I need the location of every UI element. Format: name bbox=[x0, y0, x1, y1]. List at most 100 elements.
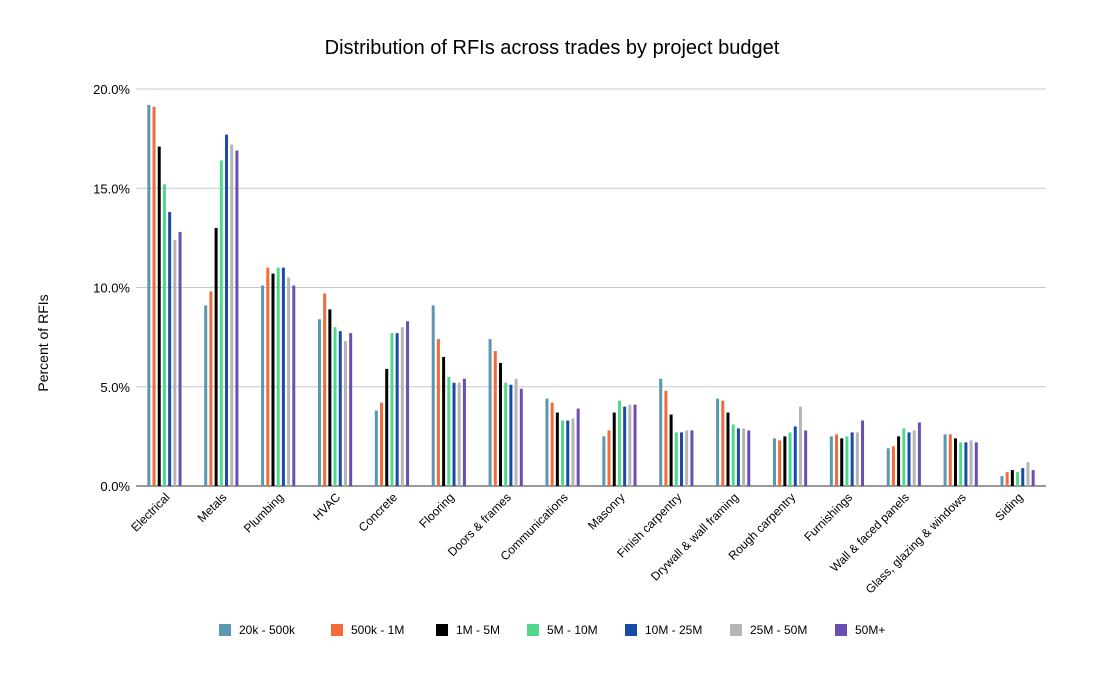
y-axis-ticks: 0.0% 5.0% 10.0% 15.0% 20.0% bbox=[93, 82, 130, 494]
bar bbox=[1021, 468, 1025, 486]
bar bbox=[680, 432, 684, 486]
y-tick-label: 10.0% bbox=[93, 281, 130, 296]
bar bbox=[287, 277, 291, 486]
bar bbox=[788, 432, 792, 486]
bar bbox=[861, 420, 865, 486]
bar bbox=[566, 420, 570, 486]
chart-title: Distribution of RFIs across trades by pr… bbox=[325, 37, 780, 59]
bar bbox=[266, 267, 270, 486]
legend-swatch bbox=[219, 624, 231, 636]
bar bbox=[1016, 472, 1020, 486]
bar bbox=[447, 376, 451, 486]
x-axis-labels: Electrical Metals Plumbing HVAC Concrete Floo… bbox=[128, 490, 1025, 596]
bar bbox=[555, 412, 559, 486]
bar bbox=[261, 285, 265, 486]
bar bbox=[281, 267, 285, 486]
y-tick-label: 0.0% bbox=[100, 479, 130, 494]
bar bbox=[1010, 470, 1014, 486]
bar bbox=[204, 305, 208, 486]
legend-label: 10M - 25M bbox=[645, 623, 702, 637]
bar bbox=[519, 388, 523, 486]
y-axis-label: Percent of RFIs bbox=[35, 294, 51, 391]
bar bbox=[1000, 476, 1004, 486]
bar bbox=[374, 410, 378, 486]
bar bbox=[685, 430, 689, 486]
bar bbox=[886, 448, 890, 486]
bar bbox=[659, 378, 663, 486]
bar bbox=[385, 368, 389, 486]
bar bbox=[690, 430, 694, 486]
bar bbox=[623, 406, 627, 486]
bar bbox=[488, 339, 492, 486]
bar bbox=[157, 146, 161, 486]
bar bbox=[793, 426, 797, 486]
y-tick-label: 20.0% bbox=[93, 82, 130, 97]
bar bbox=[178, 231, 182, 486]
bar bbox=[855, 432, 859, 486]
bar bbox=[974, 442, 978, 486]
legend-swatch bbox=[527, 624, 539, 636]
bar bbox=[840, 438, 844, 486]
bar bbox=[633, 404, 637, 486]
bar bbox=[545, 398, 549, 486]
bar bbox=[726, 412, 730, 486]
x-tick-label: Siding bbox=[992, 490, 1025, 523]
bar bbox=[602, 436, 606, 487]
y-tick-label: 5.0% bbox=[100, 380, 130, 395]
bar bbox=[162, 184, 166, 486]
bar bbox=[1031, 470, 1035, 486]
legend: 20k - 500k 500k - 1M 1M - 5M 5M - 10M 10M - … bbox=[219, 623, 885, 637]
bar bbox=[912, 430, 916, 486]
bar bbox=[462, 378, 466, 486]
x-tick-label: Plumbing bbox=[241, 490, 286, 535]
bar bbox=[431, 305, 435, 486]
x-tick-label: Concrete bbox=[356, 490, 401, 535]
bar bbox=[778, 440, 782, 486]
legend-swatch bbox=[625, 624, 637, 636]
bar bbox=[943, 434, 947, 486]
bar bbox=[406, 321, 410, 486]
x-tick-label: Glass, glazing & windows bbox=[863, 490, 969, 596]
legend-label: 1M - 5M bbox=[456, 623, 500, 637]
x-tick-label: Masonry bbox=[585, 490, 627, 532]
bar bbox=[571, 418, 575, 486]
bar bbox=[742, 428, 746, 486]
bar bbox=[902, 428, 906, 486]
legend-label: 500k - 1M bbox=[351, 623, 404, 637]
bar bbox=[969, 440, 973, 486]
legend-swatch bbox=[730, 624, 742, 636]
bar bbox=[772, 438, 776, 486]
bar bbox=[504, 382, 508, 486]
x-tick-label: Furnishings bbox=[801, 490, 855, 544]
bar bbox=[829, 436, 833, 487]
legend-label: 50M+ bbox=[855, 623, 885, 637]
bar bbox=[328, 309, 332, 486]
bar bbox=[400, 327, 404, 486]
legend-swatch bbox=[835, 624, 847, 636]
bar bbox=[395, 333, 399, 486]
bar bbox=[716, 398, 720, 486]
bar bbox=[561, 420, 565, 486]
x-tick-label: Metals bbox=[195, 490, 230, 525]
bar bbox=[612, 412, 616, 486]
legend-label: 5M - 10M bbox=[547, 623, 598, 637]
legend-swatch bbox=[331, 624, 343, 636]
bar bbox=[323, 293, 327, 486]
bar bbox=[948, 434, 952, 486]
bar bbox=[493, 351, 497, 486]
bar bbox=[1026, 462, 1030, 486]
bar bbox=[959, 442, 963, 486]
bar bbox=[147, 104, 151, 486]
bar bbox=[173, 239, 177, 486]
bar bbox=[617, 400, 621, 486]
bar bbox=[897, 436, 901, 487]
bar bbox=[225, 134, 229, 486]
bar bbox=[607, 430, 611, 486]
bar bbox=[747, 430, 751, 486]
bar bbox=[276, 267, 280, 486]
legend-swatch bbox=[436, 624, 448, 636]
bar bbox=[721, 400, 725, 486]
bar bbox=[343, 341, 347, 486]
bar bbox=[783, 436, 787, 487]
bar bbox=[152, 106, 156, 487]
